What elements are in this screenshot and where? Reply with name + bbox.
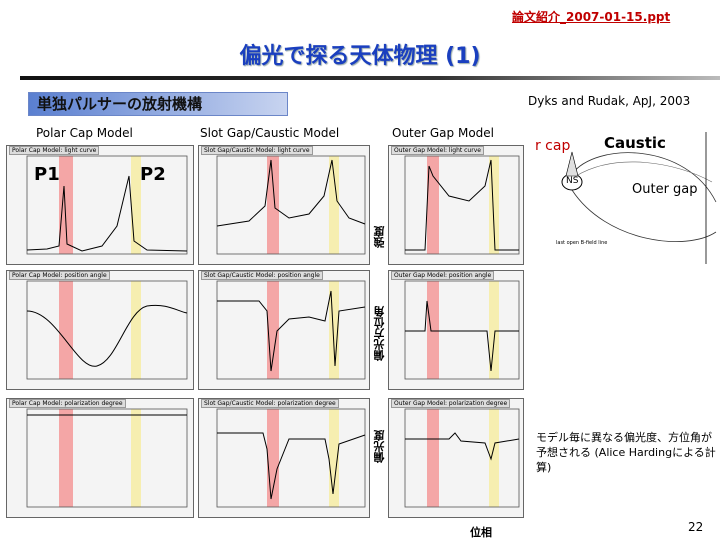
curve bbox=[405, 159, 519, 251]
peak-label-p2: P2 bbox=[140, 164, 166, 185]
slide-title: 偏光で探る天体物理 (1) bbox=[239, 44, 481, 69]
axis-label-phase: 位相 bbox=[470, 526, 492, 539]
title-rule bbox=[20, 76, 720, 80]
panel-polar-cap-polarization-degree: Polar Cap Model: polarization degree bbox=[6, 398, 194, 518]
curve bbox=[405, 432, 520, 461]
peak-label-p1: P1 bbox=[34, 164, 60, 185]
panel-slot-gap-position-angle: Slot Gap/Caustic Model: position angle bbox=[198, 270, 370, 390]
curve bbox=[26, 304, 188, 367]
diagram-label-caustic: Caustic bbox=[604, 134, 666, 152]
caption-note: モデル毎に異なる偏光度、方位角が予想される (Alice Hardingによる計… bbox=[536, 431, 716, 474]
band-yellow bbox=[131, 156, 141, 254]
panel-title: Polar Cap Model: light curve bbox=[9, 146, 100, 155]
label-outer-gap-model: Outer Gap Model bbox=[392, 126, 494, 140]
curve bbox=[217, 290, 366, 372]
label-slot-gap-model: Slot Gap/Caustic Model bbox=[200, 126, 340, 140]
panel-title: Polar Cap Model: polarization degree bbox=[9, 399, 126, 408]
panel-title: Slot Gap/Caustic Model: light curve bbox=[201, 146, 313, 155]
panel-title: Outer Gap Model: polarization degree bbox=[391, 399, 511, 408]
panel-title: Slot Gap/Caustic Model: polarization deg… bbox=[201, 399, 339, 408]
curve bbox=[405, 300, 519, 372]
axis-label-intensity: 強度 bbox=[373, 226, 386, 248]
panel-outer-gap-polarization-degree: Outer Gap Model: polarization degree bbox=[388, 398, 524, 518]
section-subtitle: 単独パルサーの放射機構 bbox=[28, 92, 288, 116]
panel-title: Outer Gap Model: position angle bbox=[391, 271, 495, 280]
axis-label-polarization-degree: 偏光度 bbox=[373, 430, 386, 463]
diagram-label-ns: NS bbox=[566, 176, 579, 186]
polar-cap-cone bbox=[565, 151, 579, 177]
axis-label-position-angle: 偏光方位角 bbox=[373, 306, 386, 361]
curve bbox=[26, 175, 188, 252]
curve bbox=[216, 159, 366, 227]
page-number: 22 bbox=[688, 520, 704, 534]
panel-polar-cap-light-curve: Polar Cap Model: light curve bbox=[6, 145, 194, 265]
pulsar-magnetosphere-diagram: Polar cap Caustic NS Outer gap last open… bbox=[536, 132, 720, 264]
panel-title: Slot Gap/Caustic Model: position angle bbox=[201, 271, 323, 280]
panel-title: Outer Gap Model: light curve bbox=[391, 146, 484, 155]
band-red bbox=[59, 156, 73, 254]
panel-slot-gap-light-curve: Slot Gap/Caustic Model: light curve bbox=[198, 145, 370, 265]
panel-title: Polar Cap Model: position angle bbox=[9, 271, 110, 280]
citation: Dyks and Rudak, ApJ, 2003 bbox=[528, 94, 691, 108]
panel-slot-gap-polarization-degree: Slot Gap/Caustic Model: polarization deg… bbox=[198, 398, 370, 518]
diagram-label-outer-gap: Outer gap bbox=[632, 182, 698, 197]
label-polar-cap-model: Polar Cap Model bbox=[36, 126, 133, 140]
diagram-label-polar-cap: Polar cap bbox=[536, 138, 571, 154]
file-name-header: 論文紹介_2007-01-15.ppt bbox=[512, 10, 671, 24]
curve bbox=[217, 432, 366, 500]
panel-outer-gap-position-angle: Outer Gap Model: position angle bbox=[388, 270, 524, 390]
diagram-label-last-open: last open B-field line bbox=[556, 240, 608, 246]
panel-polar-cap-position-angle: Polar Cap Model: position angle bbox=[6, 270, 194, 390]
panel-outer-gap-light-curve: Outer Gap Model: light curve bbox=[388, 145, 524, 265]
